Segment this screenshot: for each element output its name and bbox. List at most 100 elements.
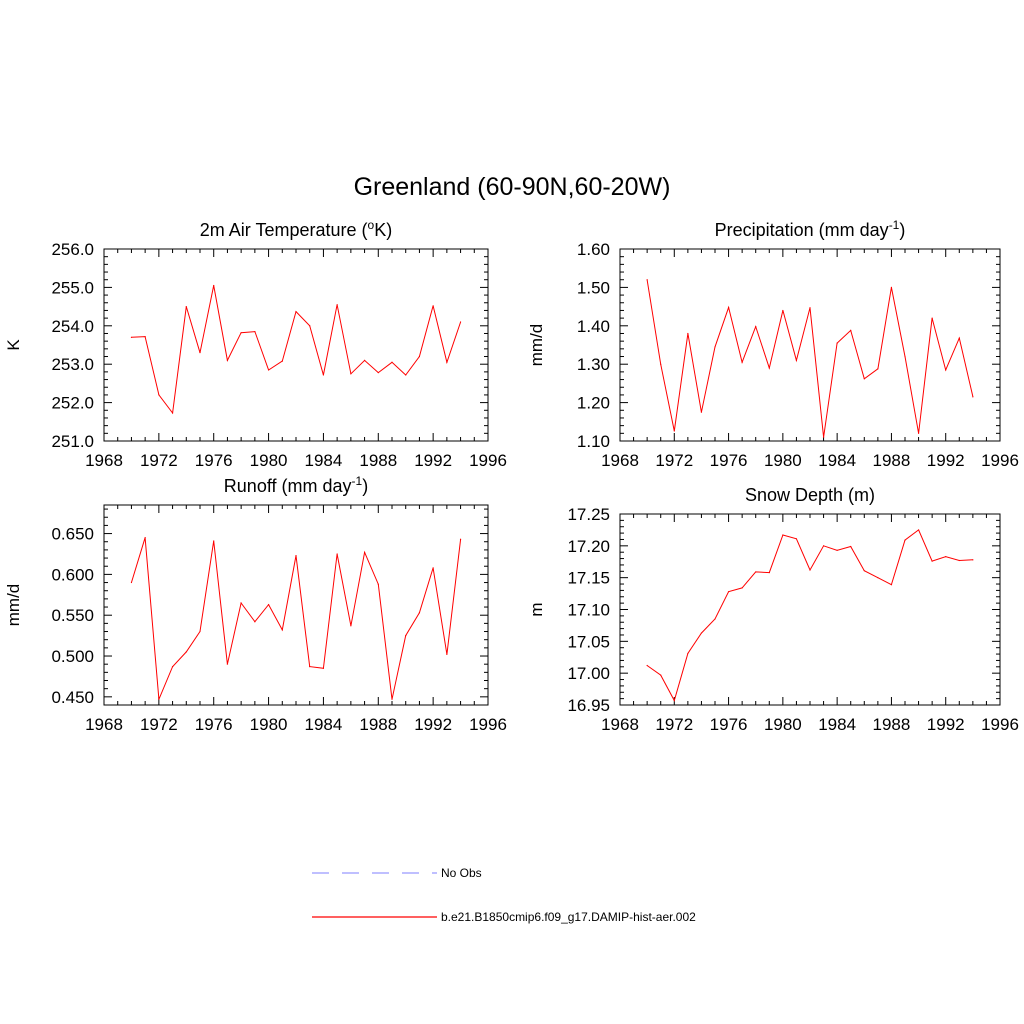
x-tick-label: 1988 — [873, 715, 911, 734]
panel-title-tail: K) — [374, 220, 392, 240]
data-point — [459, 538, 462, 540]
x-tick-label: 1972 — [140, 451, 178, 470]
y-tick-label: 16.95 — [567, 696, 610, 715]
data-point — [700, 632, 703, 634]
data-point — [700, 411, 703, 413]
data-point — [130, 581, 133, 584]
data-point — [446, 361, 448, 363]
plot-frame — [103, 504, 489, 706]
y-tick-label: 17.25 — [567, 505, 610, 524]
x-tick-label: 1976 — [195, 715, 233, 734]
data-point — [350, 373, 352, 375]
x-tick-label: 1976 — [710, 715, 748, 734]
data-point — [741, 587, 743, 589]
y-tick-label: 0.650 — [51, 525, 94, 544]
data-point — [714, 618, 716, 620]
data-point — [254, 330, 256, 333]
panel-title: Snow Depth (m) — [745, 485, 875, 505]
data-point — [877, 368, 879, 370]
x-tick-label: 1984 — [818, 451, 856, 470]
y-axis-label: K — [4, 339, 23, 351]
y-tick-label: 0.600 — [51, 565, 94, 584]
legend-label-1: No Obs — [441, 866, 482, 880]
data-point — [240, 332, 242, 334]
data-point — [391, 361, 393, 363]
series-line — [130, 537, 462, 700]
data-point — [822, 545, 825, 547]
data-point — [958, 559, 960, 562]
data-point — [904, 355, 906, 358]
panel-title-main: Snow Depth (m) — [745, 485, 875, 505]
data-point — [917, 529, 920, 531]
panel-title: Precipitation (mm day-1) — [715, 218, 906, 240]
y-tick-label: 256.0 — [51, 240, 94, 259]
data-point — [226, 663, 229, 665]
data-point — [130, 336, 133, 338]
x-tick-label: 1980 — [250, 715, 288, 734]
panel-title: 2m Air Temperature (oK) — [200, 218, 392, 240]
x-tick-label: 1996 — [469, 715, 507, 734]
panels-group: 2m Air Temperature (oK) 1968 1972 1976 1980 1… — [4, 218, 1019, 734]
data-point — [660, 363, 662, 365]
data-point — [199, 352, 201, 354]
data-point — [281, 360, 283, 362]
data-point — [727, 591, 730, 593]
panel-title-main: Precipitation (mm day — [715, 220, 889, 240]
data-point — [917, 432, 920, 434]
series-line — [646, 279, 974, 438]
data-point — [309, 325, 311, 327]
y-tick-label: 1.60 — [577, 240, 610, 259]
y-tick-label: 1.20 — [577, 394, 610, 413]
y-tick-label: 1.50 — [577, 278, 610, 297]
panel-1: 2m Air Temperature (oK) 1968 1972 1976 1980 1… — [4, 218, 507, 470]
data-point — [646, 279, 648, 281]
y-tick-label: 17.00 — [567, 664, 610, 683]
data-point — [809, 307, 811, 309]
panel-title-tail: ) — [362, 476, 368, 496]
data-point — [309, 666, 311, 668]
y-tick-label: 0.450 — [51, 688, 94, 707]
x-tick-label: 1984 — [305, 451, 343, 470]
plot-frame — [103, 248, 489, 442]
data-point — [727, 306, 730, 308]
data-point — [391, 698, 393, 700]
data-point — [782, 309, 784, 312]
y-tick-label: 255.0 — [51, 278, 94, 297]
data-point — [890, 584, 893, 586]
y-tick-label: 253.0 — [51, 355, 94, 374]
data-point — [687, 652, 689, 655]
x-tick-label: 1976 — [195, 451, 233, 470]
data-point — [795, 359, 798, 361]
data-point — [377, 372, 379, 374]
y-tick-label: 17.20 — [567, 537, 610, 556]
data-point — [446, 653, 448, 655]
data-point — [755, 325, 757, 328]
data-point — [158, 698, 160, 700]
data-point — [863, 570, 865, 572]
data-point — [185, 651, 187, 653]
data-point — [295, 555, 297, 557]
data-point — [972, 559, 974, 561]
x-tick-label: 1996 — [469, 451, 507, 470]
data-point — [336, 553, 338, 555]
x-tick-label: 1992 — [414, 451, 452, 470]
x-tick-label: 1980 — [764, 451, 802, 470]
data-point — [363, 359, 366, 361]
x-tick-label: 1976 — [710, 451, 748, 470]
x-tick-label: 1968 — [601, 715, 639, 734]
data-point — [295, 310, 297, 313]
data-point — [144, 537, 146, 539]
data-point — [199, 630, 201, 633]
x-tick-label: 1996 — [981, 715, 1019, 734]
x-tick-label: 1988 — [873, 451, 911, 470]
data-point — [240, 602, 242, 604]
x-tick-label: 1992 — [927, 451, 965, 470]
data-point — [254, 621, 256, 623]
x-tick-label: 1968 — [601, 451, 639, 470]
x-tick-label: 1972 — [140, 715, 178, 734]
y-tick-label: 17.05 — [567, 632, 610, 651]
data-point — [945, 556, 947, 558]
panel-title-main: Runoff (mm day — [224, 476, 352, 496]
data-point — [931, 317, 933, 319]
data-point — [226, 359, 229, 361]
